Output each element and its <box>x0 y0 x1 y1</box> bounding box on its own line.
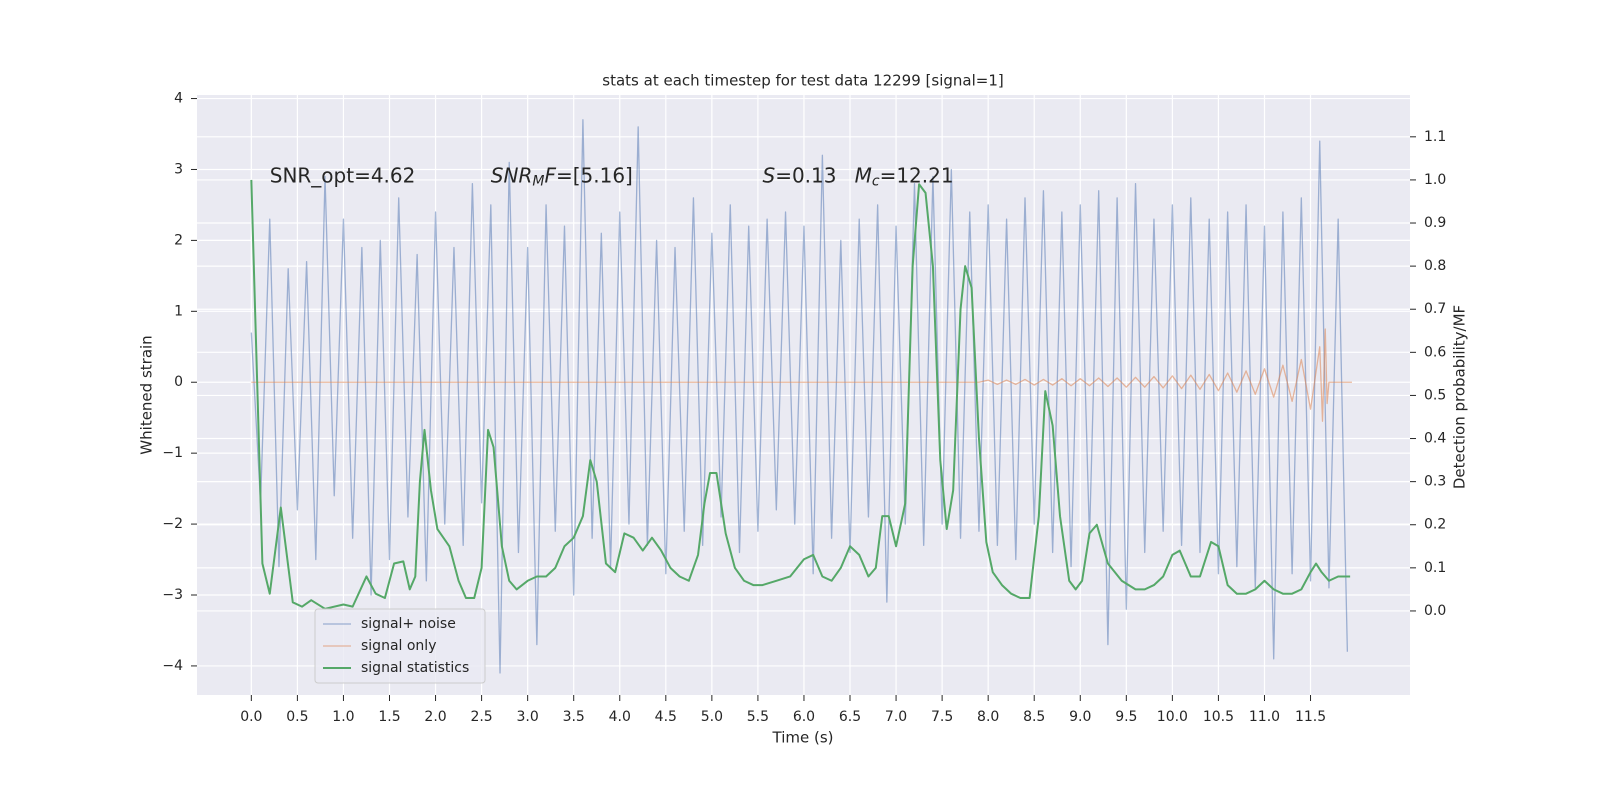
x-tick-label: 4.0 <box>609 709 631 725</box>
y-tick-label: 0 <box>174 374 183 390</box>
x-tick-label: 7.0 <box>885 709 907 725</box>
x-tick-label: 3.5 <box>563 709 585 725</box>
y-tick-label: 1 <box>174 303 183 319</box>
x-tick-label: 8.5 <box>1023 709 1045 725</box>
x-tick-label: 5.0 <box>701 709 723 725</box>
annotation-part: =0.13 <box>775 163 836 187</box>
y2-tick-label: 0.0 <box>1424 603 1446 619</box>
y-tick-label: 2 <box>174 232 183 248</box>
x-tick-label: 7.5 <box>931 709 953 725</box>
series-line <box>250 179 1351 610</box>
x-tick-label: 5.5 <box>747 709 769 725</box>
annotation-part: c <box>872 174 880 190</box>
y-tick-label: 3 <box>174 161 183 177</box>
y-tick-label: −2 <box>162 516 183 532</box>
series-line <box>250 119 1349 674</box>
y2-tick-label: 0.5 <box>1424 387 1446 403</box>
x-tick-label: 6.0 <box>793 709 815 725</box>
y2-tick-label: 1.1 <box>1424 129 1446 145</box>
x-tick-label: 11.0 <box>1249 709 1280 725</box>
y2-tick-label: 0.6 <box>1424 344 1446 360</box>
x-tick-label: 2.5 <box>470 709 492 725</box>
x-tick-label: 3.0 <box>517 709 539 725</box>
x-tick-label: 10.5 <box>1203 709 1234 725</box>
y2-tick-label: 0.3 <box>1424 474 1446 490</box>
y2-tick-label: 0.8 <box>1424 258 1446 274</box>
annotation-part: M <box>855 163 872 187</box>
annotation-part: F <box>544 163 556 187</box>
x-tick-label: 8.0 <box>977 709 999 725</box>
x-tick-label: 0.0 <box>240 709 262 725</box>
legend-label: signal only <box>361 638 436 654</box>
y-tick-label: 4 <box>174 91 183 107</box>
annotation-part: SNR <box>491 163 533 187</box>
y-tick-label: −3 <box>162 587 183 603</box>
legend-box <box>314 608 486 684</box>
x-tick-label: 11.5 <box>1295 709 1326 725</box>
annotation-part: SNR_opt=4.62 <box>270 163 416 187</box>
x-tick-label: 0.5 <box>286 709 308 725</box>
annotation: Mc=12.21 <box>855 163 954 190</box>
annotation-part: M <box>532 174 544 190</box>
annotation: S=0.13 <box>763 163 837 187</box>
chart-title: stats at each timestep for test data 122… <box>602 72 1003 90</box>
grid <box>197 95 1410 695</box>
x-tick-label: 4.5 <box>655 709 677 725</box>
x-tick-label: 2.0 <box>424 709 446 725</box>
annotation-part: =[5.16] <box>556 163 633 187</box>
y2-tick-label: 0.2 <box>1424 517 1446 533</box>
series-line <box>251 328 1352 422</box>
y-tick-label: −4 <box>162 658 183 674</box>
x-tick-label: 1.0 <box>332 709 354 725</box>
x-tick-label: 10.0 <box>1157 709 1188 725</box>
annotation: SNR_opt=4.62 <box>270 163 416 187</box>
annotation-part: S <box>763 163 776 187</box>
y-axis-label: Whitened strain <box>138 335 156 454</box>
x-tick-label: 9.0 <box>1069 709 1091 725</box>
legend-label: signal statistics <box>361 660 469 676</box>
y2-tick-label: 0.7 <box>1424 301 1446 317</box>
y2-tick-label: 0.9 <box>1424 215 1446 231</box>
y2-tick-label: 0.4 <box>1424 431 1446 447</box>
y2-axis-label: Detection probability/MF <box>1451 305 1469 489</box>
y2-tick-label: 0.1 <box>1424 560 1446 576</box>
x-tick-label: 1.5 <box>378 709 400 725</box>
x-axis-label: Time (s) <box>772 729 834 747</box>
legend: signal+ noise signal only signal statistic… <box>314 608 486 684</box>
x-tick-label: 9.5 <box>1115 709 1137 725</box>
x-tick-label: 6.5 <box>839 709 861 725</box>
legend-label: signal+ noise <box>361 616 456 632</box>
y2-tick-label: 1.0 <box>1424 172 1446 188</box>
annotation: SNRMF=[5.16] <box>491 163 633 190</box>
annotation-part: =12.21 <box>880 163 954 187</box>
y-tick-label: −1 <box>162 445 183 461</box>
